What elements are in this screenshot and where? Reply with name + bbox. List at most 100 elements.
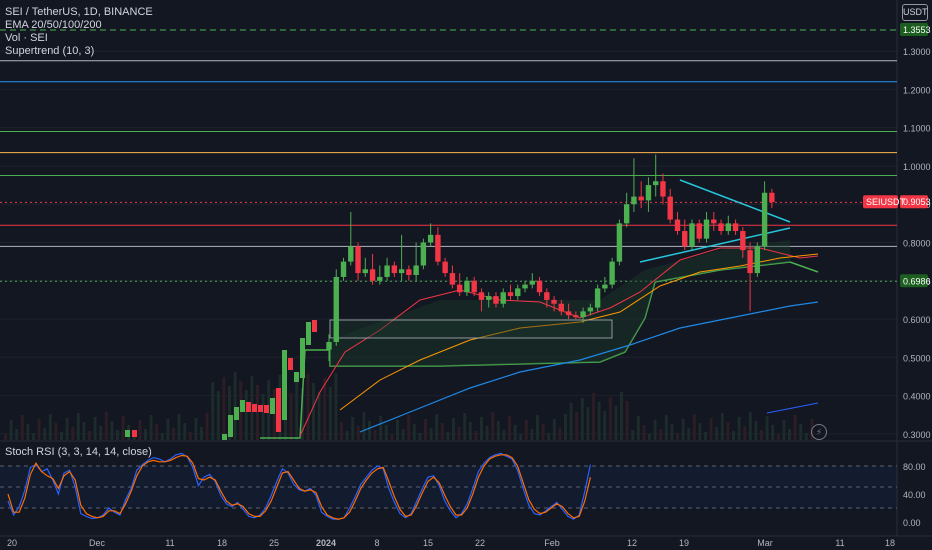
- candle: [306, 322, 311, 345]
- candle: [660, 181, 666, 197]
- volume-bar: [732, 431, 735, 440]
- candle: [258, 405, 263, 412]
- candle: [696, 223, 702, 239]
- top-level-badge-bg: [900, 23, 928, 36]
- candle: [348, 246, 354, 262]
- volume-bar: [183, 423, 187, 440]
- time-tick-label: 18: [885, 538, 895, 548]
- candle: [406, 269, 412, 276]
- volume-bar: [244, 390, 248, 440]
- candle: [602, 284, 608, 289]
- volume-bar: [256, 385, 259, 440]
- price-tick-label: 1.1000: [903, 124, 931, 134]
- rsi-tick-label: 40.00: [903, 490, 926, 500]
- lightning-bolt-icon[interactable]: ⚡: [811, 424, 827, 440]
- volume-bar: [396, 420, 399, 440]
- volume-bar: [608, 397, 612, 440]
- volume-bar: [328, 387, 332, 440]
- candle: [420, 242, 427, 266]
- volume-bar: [530, 429, 534, 440]
- volume-bar: [340, 422, 343, 440]
- volume-bar: [379, 416, 383, 440]
- volume-bar: [205, 413, 209, 440]
- volume-bar: [345, 431, 349, 440]
- supertrend-line: [260, 261, 819, 439]
- time-tick-label: Dec: [89, 538, 106, 548]
- candle: [240, 400, 245, 412]
- volume-bar: [620, 392, 623, 440]
- volume-bar: [564, 414, 567, 440]
- ema-indicator-label[interactable]: EMA 20/50/100/200: [5, 19, 102, 31]
- candle: [493, 296, 499, 304]
- triangle-upper-line: [679, 179, 791, 223]
- time-tick-label: 18: [217, 538, 227, 548]
- candle: [551, 299, 557, 304]
- volume-bar: [32, 433, 35, 440]
- supertrend-indicator-label[interactable]: Supertrend (10, 3): [5, 45, 95, 57]
- volume-bar: [412, 424, 416, 440]
- candle: [623, 204, 630, 224]
- volume-bar: [524, 420, 528, 440]
- volume-bar: [547, 433, 551, 440]
- candle: [718, 223, 724, 232]
- stoch-rsi-label[interactable]: Stoch RSI (3, 3, 14, 14, close): [5, 446, 152, 458]
- volume-bar: [642, 425, 646, 440]
- volume-bar: [502, 430, 506, 440]
- volume-bar: [782, 420, 786, 440]
- volume-bar: [508, 416, 511, 440]
- volume-bar: [306, 374, 310, 440]
- price-tick-label: 0.5000: [903, 353, 931, 363]
- volume-bar: [603, 411, 607, 440]
- volume-bar: [418, 433, 422, 440]
- candle: [580, 311, 586, 318]
- stoch-k-line: [7, 452, 591, 520]
- volume-bar: [648, 434, 651, 440]
- candle: [369, 269, 376, 281]
- price-tick-label: 1.3000: [903, 47, 931, 57]
- volume-bar: [312, 383, 315, 440]
- volume-bar: [216, 391, 220, 440]
- volume-bar: [390, 434, 394, 440]
- volume-bar: [670, 424, 674, 440]
- volume-bar: [384, 425, 388, 440]
- time-tick-label: 22: [475, 538, 485, 548]
- candle: [587, 307, 594, 312]
- volume-indicator-label[interactable]: Vol · SEI: [5, 32, 48, 44]
- volume-bar: [614, 406, 618, 440]
- candle: [427, 234, 434, 243]
- candle: [565, 311, 572, 316]
- chart-legend: SEI / TetherUS, 1D, BINANCE EMA 20/50/10…: [5, 6, 153, 58]
- candle: [276, 388, 281, 432]
- volume-bar: [429, 428, 433, 440]
- volume-bar: [474, 431, 478, 440]
- volume-bar: [586, 407, 590, 440]
- volume-bar: [211, 382, 215, 440]
- time-tick-label: 11: [835, 538, 844, 548]
- support-level-badge-bg: [900, 274, 928, 288]
- candle: [740, 231, 746, 251]
- volume-bar: [110, 421, 114, 440]
- volume-bar: [771, 425, 775, 440]
- volume-bar: [715, 427, 719, 440]
- last-price-badge: 0.9053: [903, 197, 931, 207]
- symbol-title[interactable]: SEI / TetherUS, 1D, BINANCE: [5, 6, 153, 18]
- volume-bar: [104, 412, 108, 440]
- volume-bar: [664, 415, 668, 440]
- currency-badge[interactable]: USDT: [902, 4, 928, 21]
- candle: [653, 181, 659, 186]
- time-tick-label: Feb: [544, 538, 560, 548]
- volume-bar: [160, 433, 164, 440]
- candle: [616, 223, 623, 262]
- candle: [288, 358, 293, 370]
- candle: [300, 338, 305, 378]
- candle: [594, 288, 601, 308]
- rsi-band: [0, 466, 897, 508]
- candle: [377, 276, 383, 281]
- volume-bar: [513, 425, 517, 440]
- candle: [340, 261, 347, 277]
- time-tick-label: Mar: [757, 538, 773, 548]
- volume-bar: [289, 393, 293, 440]
- candle: [471, 280, 477, 293]
- candle: [449, 273, 456, 285]
